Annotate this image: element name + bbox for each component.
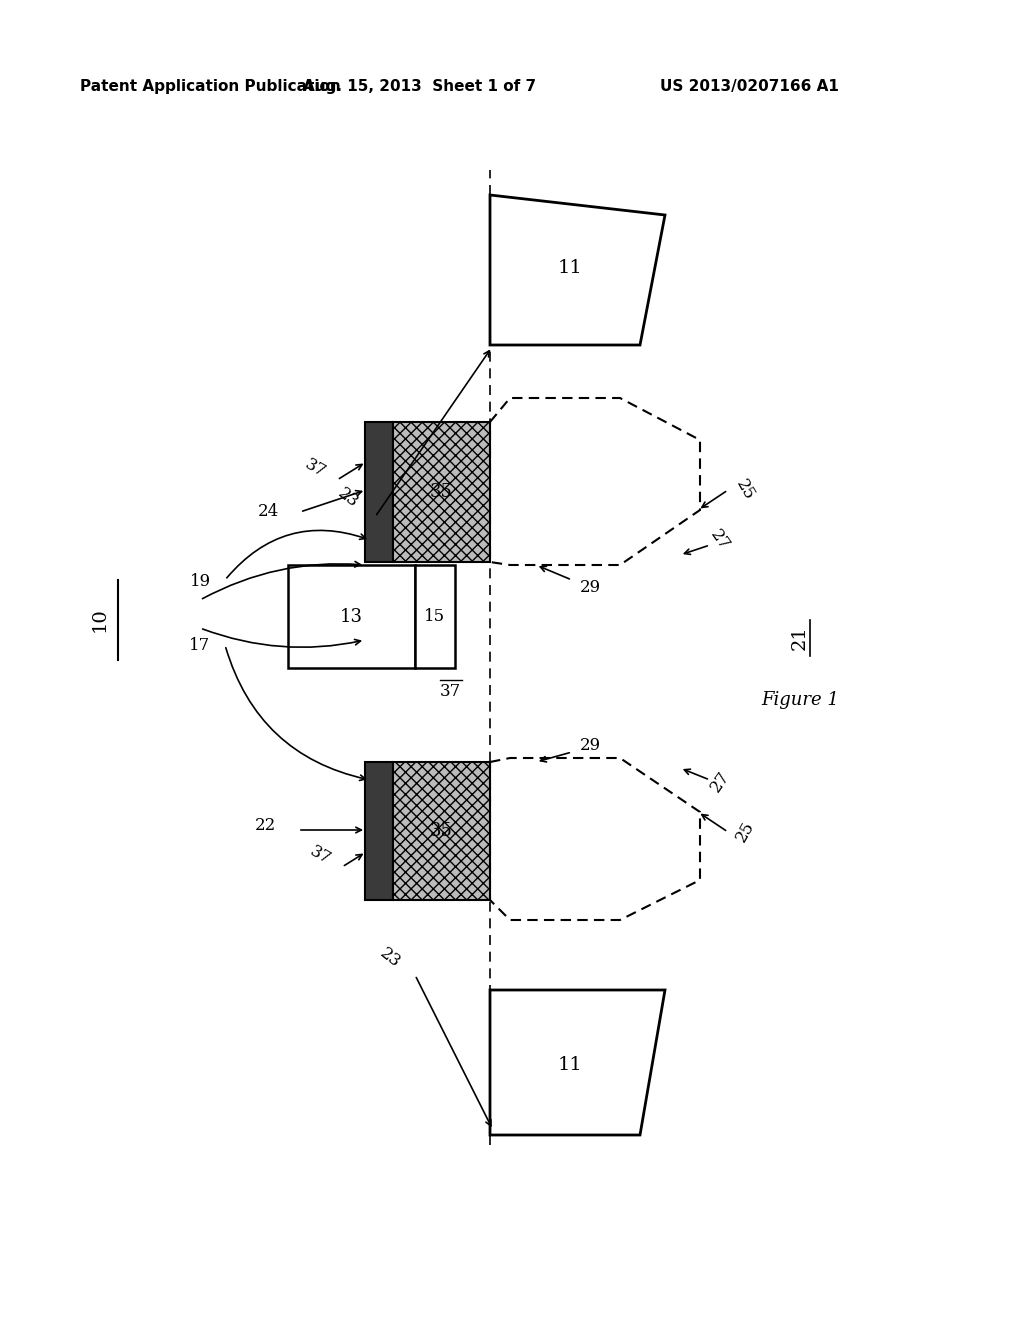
- Text: 29: 29: [580, 579, 600, 597]
- Text: 37: 37: [306, 842, 334, 867]
- Text: 37: 37: [301, 455, 329, 480]
- Text: 17: 17: [189, 636, 211, 653]
- Text: 25: 25: [732, 477, 758, 503]
- Text: 21: 21: [791, 626, 809, 651]
- Text: 35: 35: [430, 483, 453, 502]
- Text: Figure 1: Figure 1: [761, 690, 839, 709]
- Text: 27: 27: [707, 768, 733, 796]
- Text: 35: 35: [430, 822, 453, 840]
- Text: 15: 15: [424, 609, 445, 624]
- Text: 23: 23: [377, 945, 403, 972]
- Text: 11: 11: [558, 1056, 583, 1074]
- Text: 25: 25: [732, 818, 758, 845]
- Text: 37: 37: [439, 682, 461, 700]
- Text: 10: 10: [91, 607, 109, 632]
- Text: 23: 23: [335, 484, 361, 511]
- Bar: [365, 422, 393, 562]
- Text: 24: 24: [257, 503, 279, 520]
- Text: 27: 27: [707, 527, 733, 553]
- Bar: [365, 762, 393, 900]
- Text: Patent Application Publication: Patent Application Publication: [80, 79, 341, 95]
- Bar: [288, 565, 415, 668]
- Text: 19: 19: [189, 573, 211, 590]
- Text: 11: 11: [558, 259, 583, 277]
- Text: Aug. 15, 2013  Sheet 1 of 7: Aug. 15, 2013 Sheet 1 of 7: [303, 79, 537, 95]
- Text: 29: 29: [580, 737, 600, 754]
- Bar: [393, 762, 490, 900]
- Bar: [393, 422, 490, 562]
- Text: 13: 13: [340, 607, 362, 626]
- Bar: [415, 565, 455, 668]
- Text: US 2013/0207166 A1: US 2013/0207166 A1: [660, 79, 839, 95]
- Text: 22: 22: [254, 817, 275, 833]
